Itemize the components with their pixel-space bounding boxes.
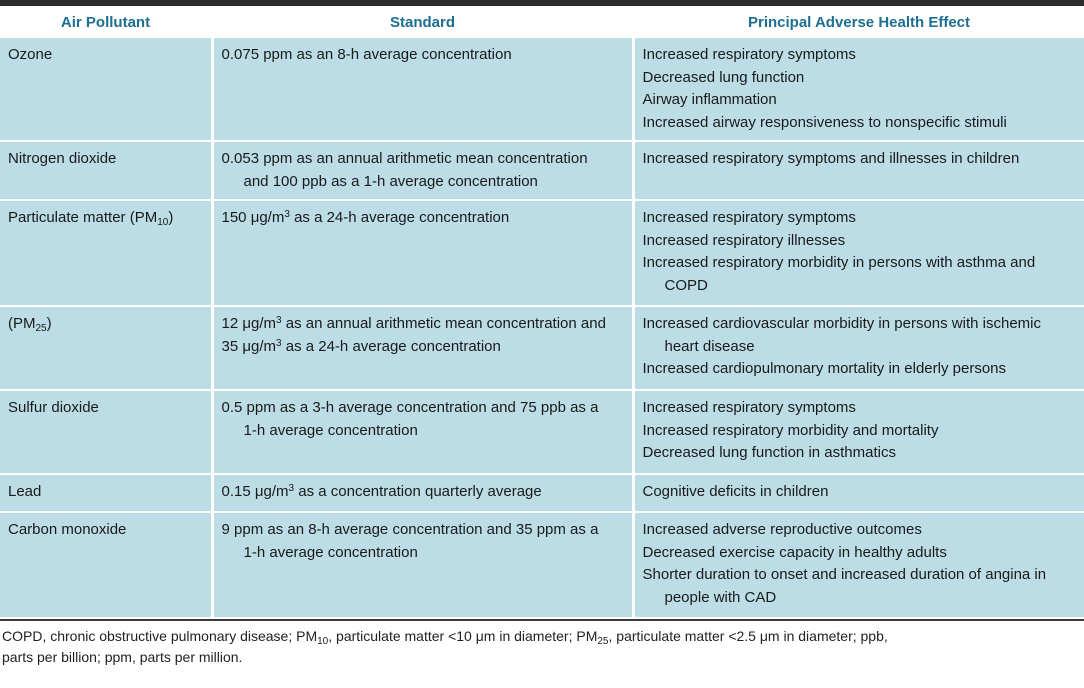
header-standard: Standard bbox=[212, 6, 634, 38]
header-health-effect: Principal Adverse Health Effect bbox=[633, 6, 1084, 38]
pollutant-cell: Ozone bbox=[0, 38, 214, 142]
effect-cell: Increased cardiovascular morbidity in pe… bbox=[633, 306, 1084, 391]
effect-cell: Increased respiratory symptoms Decreased… bbox=[633, 38, 1084, 142]
header-row: Air Pollutant Standard Principal Adverse… bbox=[0, 6, 1084, 38]
table-row: Ozone 0.075 ppm as an 8-h average concen… bbox=[0, 38, 1084, 142]
effect-cell: Increased respiratory symptoms and illne… bbox=[633, 141, 1084, 201]
effect-cell: Increased adverse reproductive outcomes … bbox=[633, 512, 1084, 619]
table-row: Sulfur dioxide 0.5 ppm as a 3-h average … bbox=[0, 390, 1084, 475]
standard-cell: 0.5 ppm as a 3-h average concentration a… bbox=[212, 390, 635, 475]
effect-cell: Increased respiratory symptoms Increased… bbox=[633, 200, 1084, 307]
standard-cell: 0.15 μg/m3 as a concentration quarterly … bbox=[212, 474, 635, 513]
table-row: (PM25) 12 μg/m3 as an annual arithmetic … bbox=[0, 306, 1084, 391]
pollutant-cell: Sulfur dioxide bbox=[0, 390, 214, 475]
effect-cell: Cognitive deficits in children bbox=[633, 474, 1084, 513]
table-row: Carbon monoxide 9 ppm as an 8-h average … bbox=[0, 512, 1084, 619]
header-air-pollutant: Air Pollutant bbox=[0, 6, 213, 38]
standard-cell: 150 μg/m3 as a 24-h average concentratio… bbox=[212, 200, 635, 307]
pollutant-cell: Particulate matter (PM10) bbox=[0, 200, 214, 307]
standard-cell: 0.053 ppm as an annual arithmetic mean c… bbox=[212, 141, 635, 201]
standard-cell: 9 ppm as an 8-h average concentration an… bbox=[212, 512, 635, 619]
pollutant-cell: (PM25) bbox=[0, 306, 214, 391]
standard-cell: 12 μg/m3 as an annual arithmetic mean co… bbox=[212, 306, 635, 391]
table-footnote: COPD, chronic obstructive pulmonary dise… bbox=[0, 619, 1084, 668]
top-rule bbox=[0, 0, 1084, 6]
pollutant-cell: Nitrogen dioxide bbox=[0, 141, 214, 201]
standard-cell: 0.075 ppm as an 8-h average concentratio… bbox=[212, 38, 635, 142]
air-pollutant-table: Air Pollutant Standard Principal Adverse… bbox=[0, 6, 1084, 619]
pollutant-cell: Carbon monoxide bbox=[0, 512, 214, 619]
table-row: Particulate matter (PM10) 150 μg/m3 as a… bbox=[0, 200, 1084, 307]
pollutant-cell: Lead bbox=[0, 474, 214, 513]
effect-cell: Increased respiratory symptoms Increased… bbox=[633, 390, 1084, 475]
table-row: Lead 0.15 μg/m3 as a concentration quart… bbox=[0, 474, 1084, 513]
table-row: Nitrogen dioxide 0.053 ppm as an annual … bbox=[0, 141, 1084, 201]
